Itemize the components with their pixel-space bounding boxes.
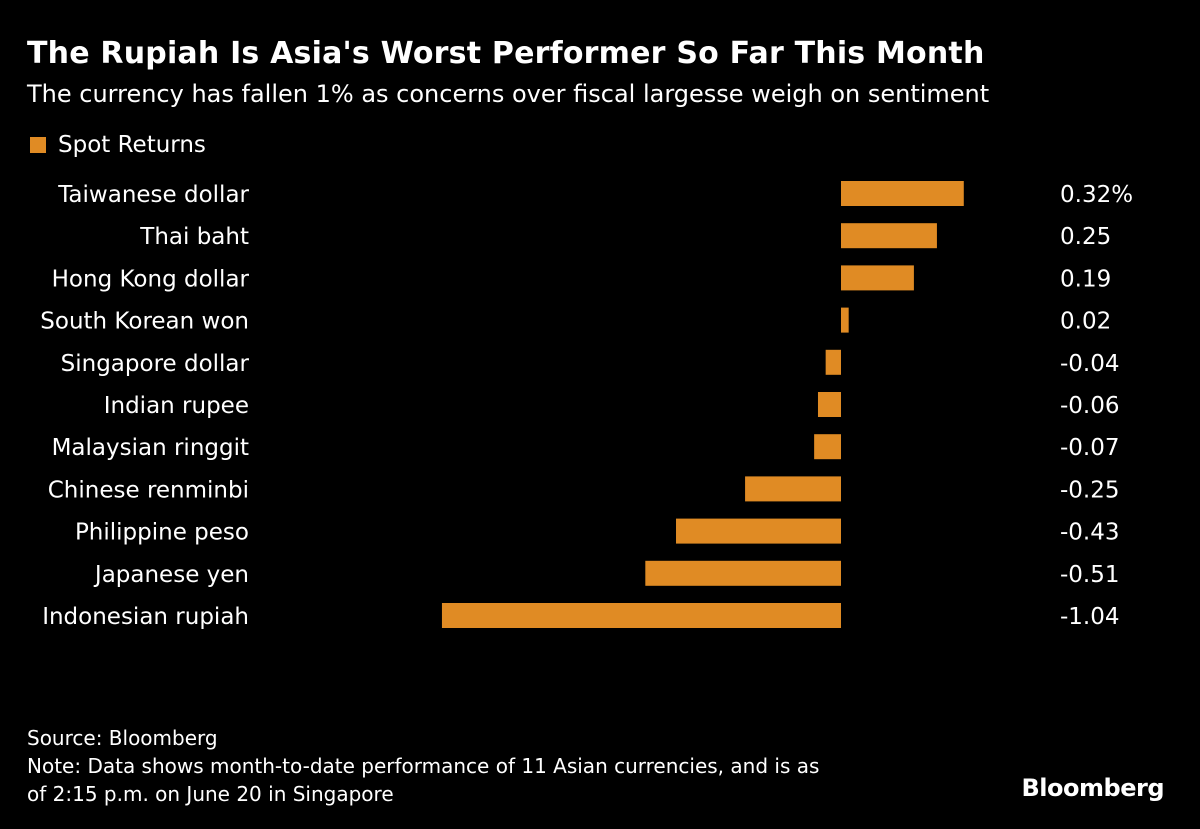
value-label: 0.25 [1060,224,1111,250]
category-label: South Korean won [40,309,249,335]
bar [814,434,841,460]
value-label: -0.06 [1060,393,1120,419]
value-label: -0.04 [1060,351,1120,377]
value-label: 0.19 [1060,266,1111,292]
bar [841,223,937,249]
category-label: Indonesian rupiah [42,604,249,630]
chart-title: The Rupiah Is Asia's Worst Performer So … [27,36,985,71]
category-label: Philippine peso [75,520,249,546]
legend: Spot Returns [30,132,206,158]
category-label: Singapore dollar [61,351,250,377]
value-label: -0.43 [1060,520,1120,546]
bar-chart: Taiwanese dollar 0.32% Thai baht 0.25 Hong K… [40,181,1133,630]
value-label: -0.51 [1060,562,1120,588]
bar [841,181,964,206]
value-label: -0.25 [1060,477,1120,503]
value-label: 0.32% [1060,182,1133,208]
value-label: -0.07 [1060,435,1120,461]
note-line-2: of 2:15 p.m. on June 20 in Singapore [27,782,394,806]
bar [825,349,841,375]
note-line-1: Note: Data shows month-to-date performan… [27,754,820,778]
value-label: 0.02 [1060,309,1111,335]
legend-label: Spot Returns [58,132,206,158]
bar [817,392,841,417]
legend-swatch [30,137,46,153]
category-label: Indian rupee [104,393,249,419]
bar [645,560,841,586]
category-label: Japanese yen [93,562,249,588]
bloomberg-logo: Bloomberg [1021,774,1165,802]
category-label: Thai baht [139,224,249,250]
category-label: Malaysian ringgit [52,435,249,461]
bar [745,476,841,502]
category-label: Taiwanese dollar [57,182,249,208]
bar [841,265,914,291]
category-label: Chinese renminbi [48,477,249,503]
value-label: -1.04 [1060,604,1120,630]
bar [441,603,841,628]
category-label: Hong Kong dollar [52,266,250,292]
bar [676,518,841,544]
chart-subtitle: The currency has fallen 1% as concerns o… [27,80,990,108]
source-note: Source: Bloomberg [27,726,218,750]
bar [841,307,849,333]
